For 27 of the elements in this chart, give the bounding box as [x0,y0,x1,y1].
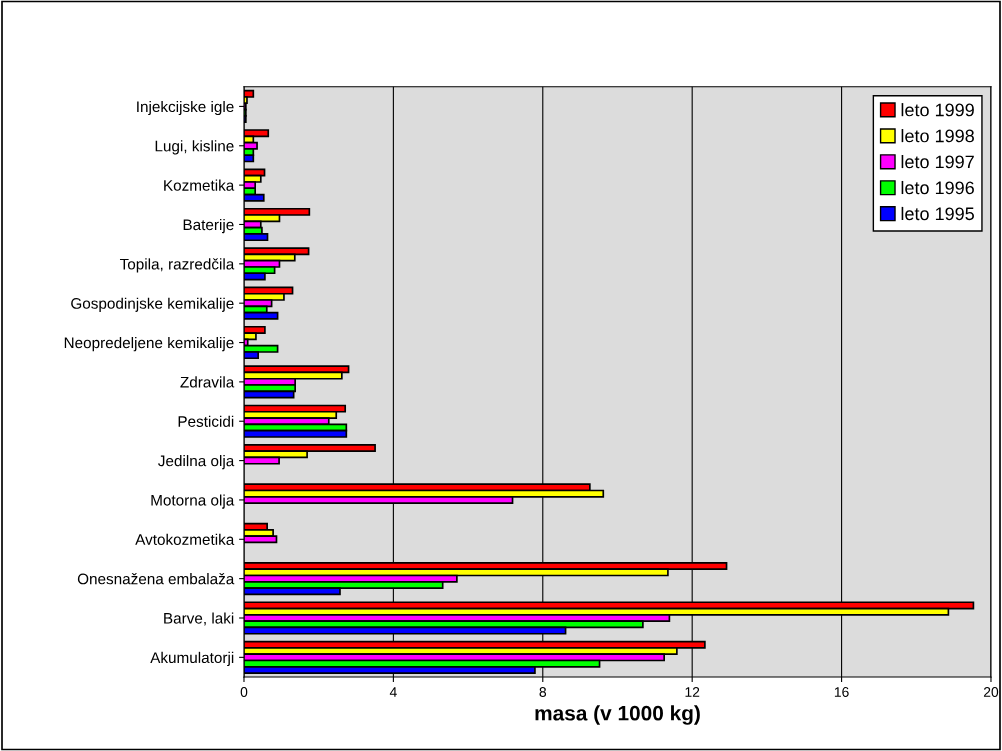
y-tick-label: Onesnažena embalaža [77,573,235,585]
legend-label: leto 1996 [901,180,974,195]
legend-label: leto 1999 [901,103,974,117]
x-axis-title: masa (v 1000 kg) [535,705,700,725]
x-tick-label: 4 [389,687,397,697]
y-tick-label: Injekcijske igle [137,100,234,116]
y-tick-label: Motorna olja [151,494,235,509]
y-tick-label: Zdravila [180,376,235,388]
legend-label: leto 1995 [901,206,974,221]
y-tick-label: Pesticidi [178,415,234,427]
x-tick-label: 16 [834,687,849,697]
x-tick-label: 20 [983,687,999,697]
y-tick-label: Kozmetika [164,179,235,191]
x-tick-label: 8 [539,687,547,697]
y-tick-label: Gospodinjske kemikalije [71,297,234,312]
x-tick-label: 12 [685,687,700,697]
y-tick-label: Barve, laki [164,612,234,626]
legend-label: leto 1997 [901,155,974,169]
y-tick-label: Topila, razredčila [119,258,235,273]
legend-label: leto 1998 [901,129,974,143]
y-tick-label: Akumulatorji [150,651,234,667]
x-tick-label: 0 [240,687,248,697]
y-tick-label: Avtokozmetika [135,533,235,545]
y-tick-label: Baterije [183,218,234,234]
y-tick-label: Lugi, kisline [155,140,234,155]
y-tick-label: Jedilna olja [158,455,235,470]
y-tick-label: Neopredeljene kemikalije [64,337,234,352]
